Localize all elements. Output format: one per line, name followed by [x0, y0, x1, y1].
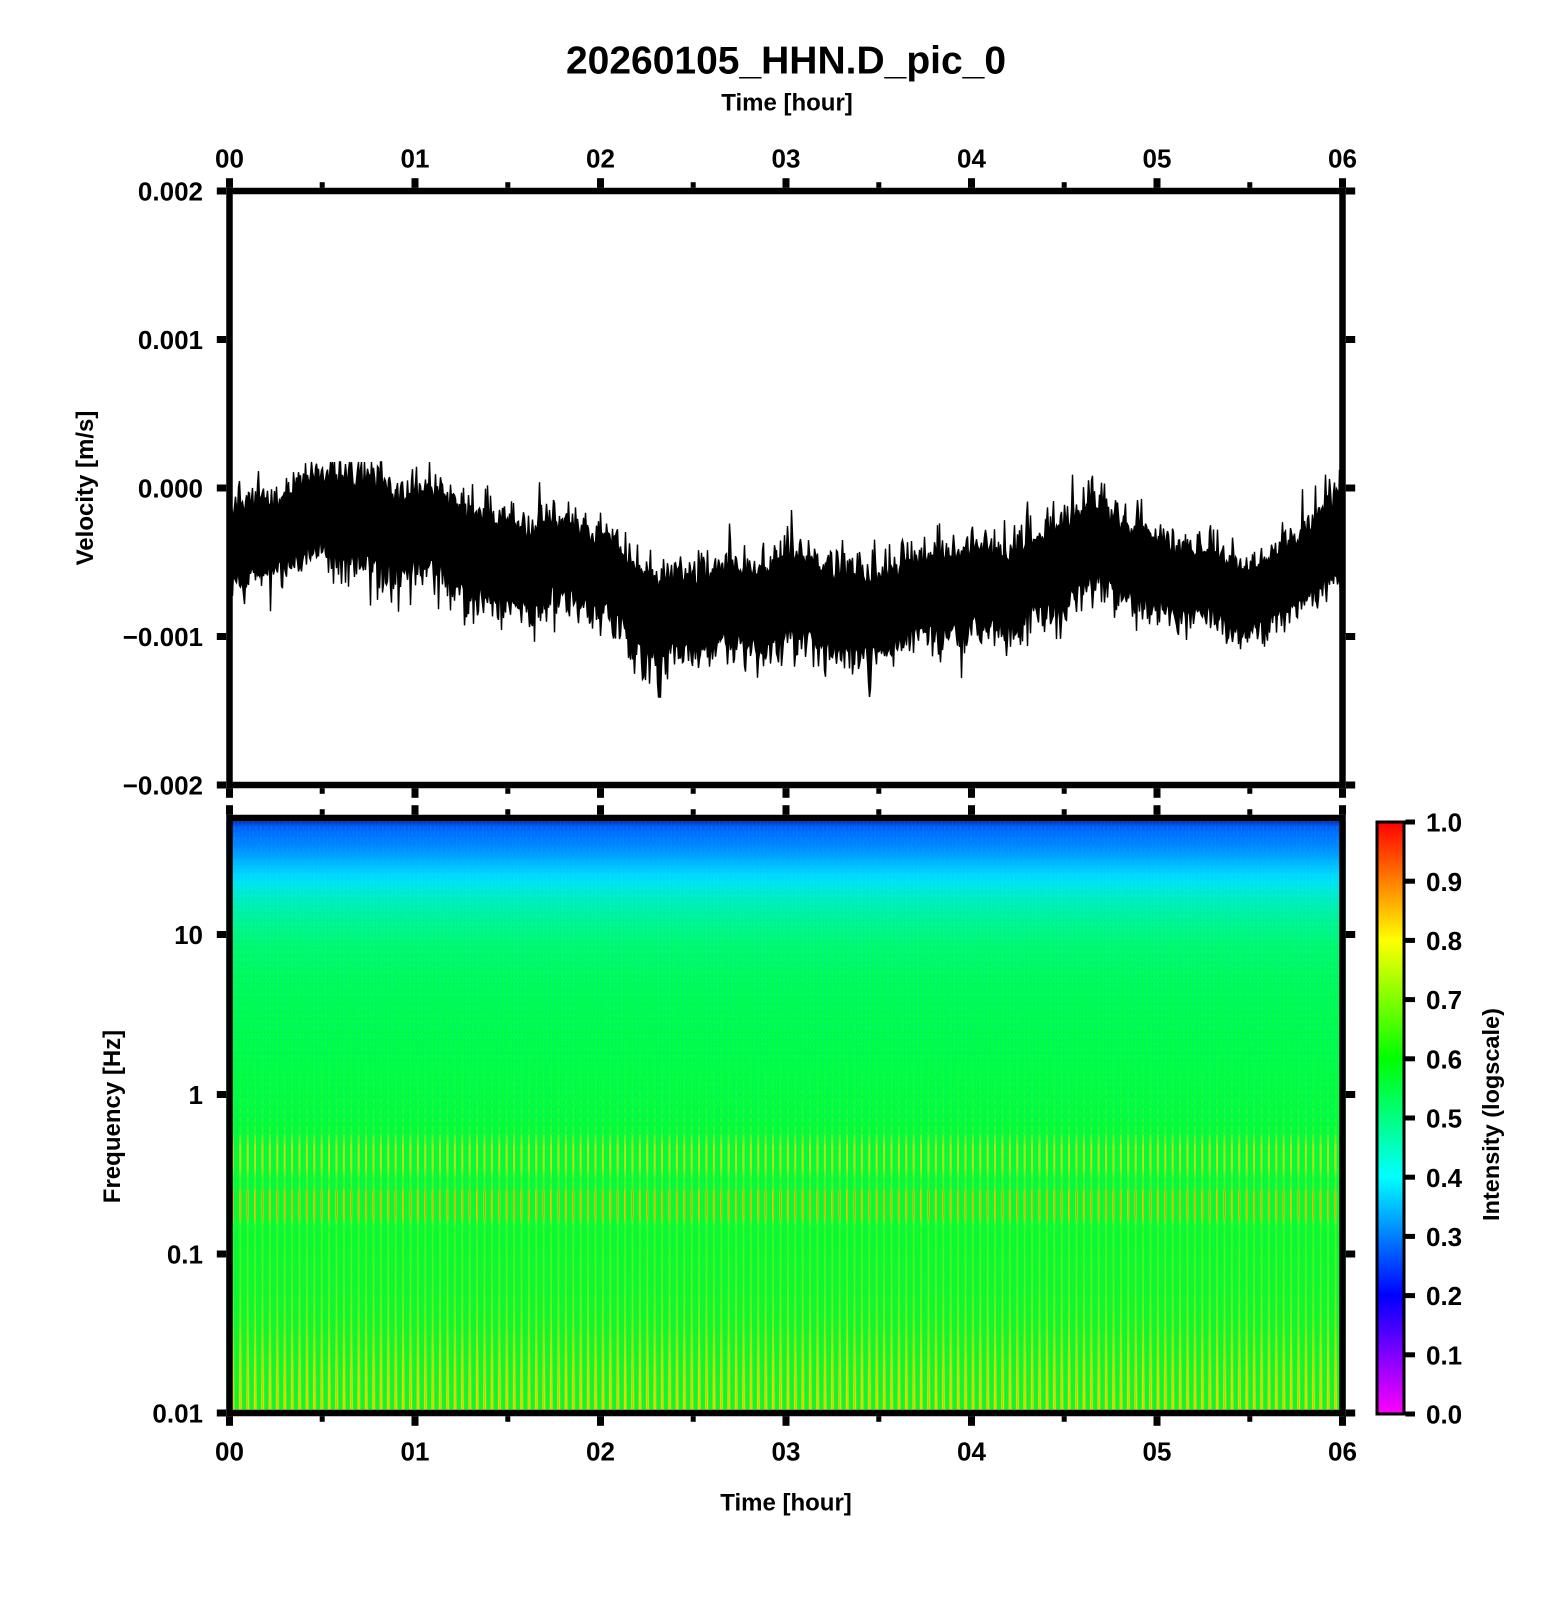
svg-text:0.1: 0.1: [1426, 1340, 1462, 1370]
svg-text:0.4: 0.4: [1426, 1163, 1463, 1193]
svg-text:0.6: 0.6: [1426, 1044, 1462, 1074]
svg-text:06: 06: [1328, 144, 1357, 174]
svg-text:0.01: 0.01: [152, 1399, 203, 1429]
svg-text:1: 1: [189, 1080, 203, 1110]
svg-text:0.7: 0.7: [1426, 985, 1462, 1015]
svg-text:02: 02: [586, 1437, 615, 1467]
svg-text:0.0: 0.0: [1426, 1400, 1462, 1430]
svg-text:0.9: 0.9: [1426, 867, 1462, 897]
svg-text:03: 03: [772, 1437, 801, 1467]
svg-text:0.5: 0.5: [1426, 1104, 1462, 1134]
svg-text:Velocity [m/s]: Velocity [m/s]: [72, 411, 99, 566]
svg-text:−0.002: −0.002: [123, 771, 203, 801]
svg-text:1.0: 1.0: [1426, 808, 1462, 838]
svg-text:00: 00: [215, 1437, 244, 1467]
svg-text:05: 05: [1143, 144, 1172, 174]
svg-text:01: 01: [401, 144, 430, 174]
svg-text:0.001: 0.001: [138, 325, 203, 355]
svg-text:Intensity (logscale): Intensity (logscale): [1478, 1008, 1504, 1221]
svg-text:Frequency [Hz]: Frequency [Hz]: [99, 1030, 126, 1203]
svg-text:03: 03: [772, 144, 801, 174]
svg-text:0.3: 0.3: [1426, 1222, 1462, 1252]
svg-text:0.1: 0.1: [167, 1240, 203, 1270]
svg-text:0.002: 0.002: [138, 177, 203, 207]
svg-text:20260105_HHN.D_pic_0: 20260105_HHN.D_pic_0: [566, 40, 1006, 83]
svg-text:−0.001: −0.001: [123, 622, 203, 652]
svg-text:0.2: 0.2: [1426, 1281, 1462, 1311]
svg-text:04: 04: [957, 144, 986, 174]
svg-text:04: 04: [957, 1437, 986, 1467]
svg-text:06: 06: [1328, 1437, 1357, 1467]
svg-text:Time [hour]: Time [hour]: [720, 1490, 852, 1517]
svg-text:Time [hour]: Time [hour]: [721, 90, 853, 117]
svg-text:01: 01: [401, 1437, 430, 1467]
svg-text:00: 00: [215, 144, 244, 174]
svg-text:02: 02: [586, 144, 615, 174]
svg-text:0.8: 0.8: [1426, 926, 1462, 956]
svg-text:05: 05: [1143, 1437, 1172, 1467]
svg-text:10: 10: [174, 920, 203, 950]
svg-text:0.000: 0.000: [138, 474, 203, 504]
